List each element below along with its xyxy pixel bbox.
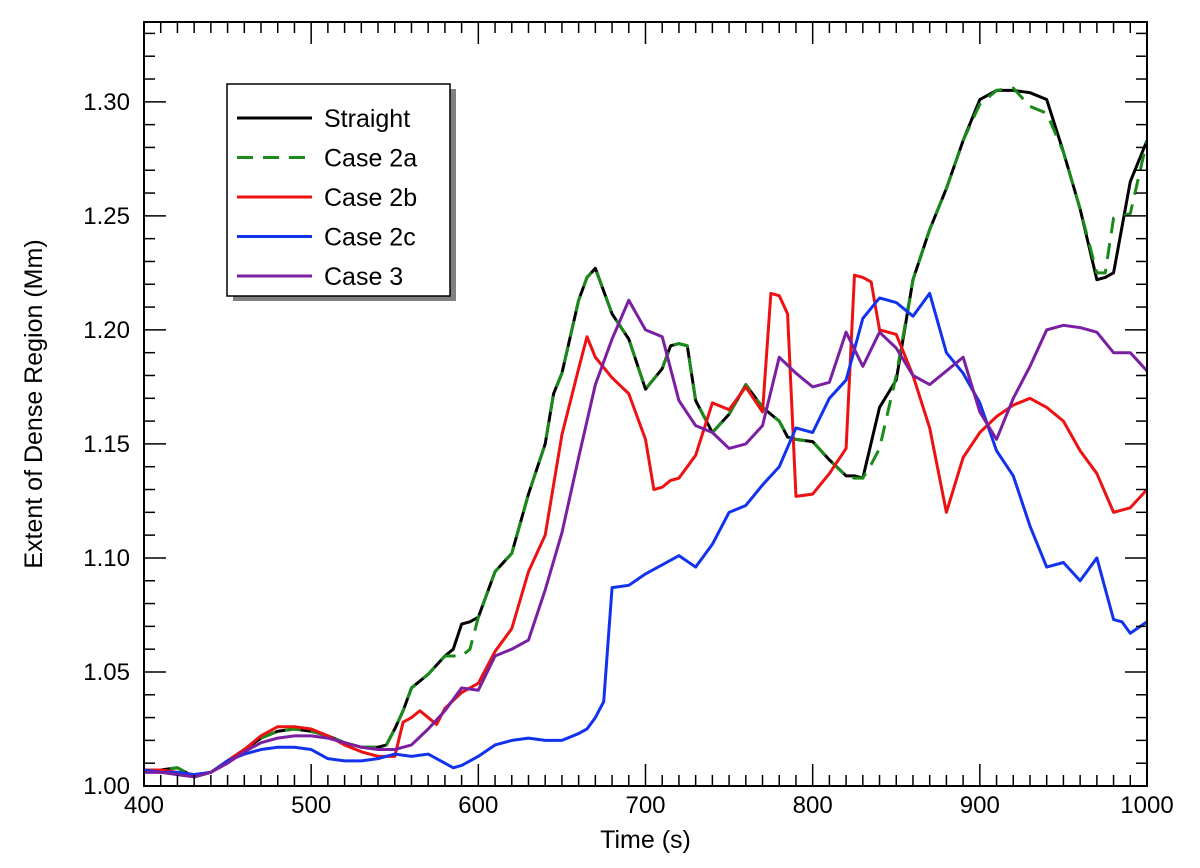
x-tick-label: 400	[124, 792, 164, 819]
legend-entry: Case 3	[237, 263, 403, 291]
series-line-5	[144, 298, 1147, 779]
series-line-3	[144, 273, 1147, 777]
x-tick-label: 700	[625, 792, 665, 819]
y-tick-label: 1.10	[83, 545, 130, 572]
legend-label: Case 2c	[324, 224, 416, 252]
x-tick-label: 500	[291, 792, 331, 819]
legend-entry: Straight	[237, 105, 410, 133]
x-axis-title: Time (s)	[600, 826, 691, 854]
plot-frame	[143, 21, 1148, 787]
y-tick-label: 1.25	[83, 203, 130, 230]
x-tick-label: 1000	[1120, 792, 1173, 819]
legend-label: Straight	[324, 105, 410, 133]
x-tick-label: 600	[458, 792, 498, 819]
legend-entry: Case 2a	[237, 145, 417, 173]
legend-label: Case 2a	[324, 145, 417, 173]
legend-entry: Case 2c	[237, 224, 416, 252]
y-tick-label: 1.00	[83, 773, 130, 800]
y-axis-title: Extent of Dense Region (Mm)	[20, 239, 48, 568]
y-tick-label: 1.05	[83, 659, 130, 686]
legend-label: Case 3	[324, 263, 403, 291]
y-tick-label: 1.15	[83, 431, 130, 458]
ticks-layer	[143, 22, 1148, 787]
legend: Straight Case 2a Case 2b Case 2c Case 3	[226, 83, 456, 301]
y-tick-label: 1.20	[83, 317, 130, 344]
tick-labels-layer: 400 500 600 700 800 900 1000 1.00 1.05 1.10 1.15 1.…	[83, 89, 1173, 819]
x-tick-label: 900	[960, 792, 1000, 819]
legend-label: Case 2b	[324, 184, 417, 212]
series-layer	[144, 86, 1147, 779]
legend-entry: Case 2b	[237, 184, 417, 212]
series-line-4	[144, 291, 1147, 777]
y-tick-label: 1.30	[83, 89, 130, 116]
x-tick-label: 800	[793, 792, 833, 819]
